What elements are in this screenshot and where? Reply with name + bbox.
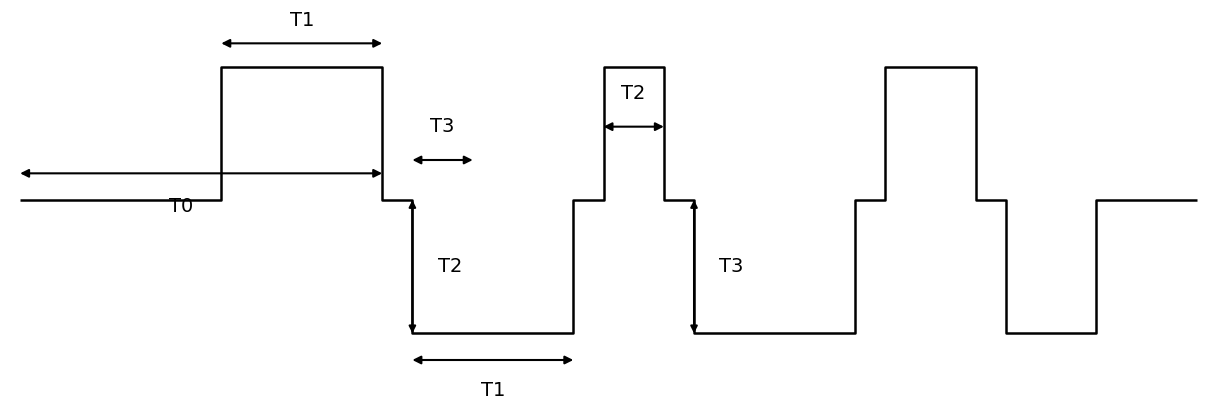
Text: T1: T1 xyxy=(480,380,505,400)
Text: T3: T3 xyxy=(431,117,455,136)
Text: T1: T1 xyxy=(290,10,314,30)
Text: T2: T2 xyxy=(622,84,646,103)
Text: T2: T2 xyxy=(437,257,462,276)
Text: T3: T3 xyxy=(719,257,744,276)
Text: T0: T0 xyxy=(169,197,193,216)
